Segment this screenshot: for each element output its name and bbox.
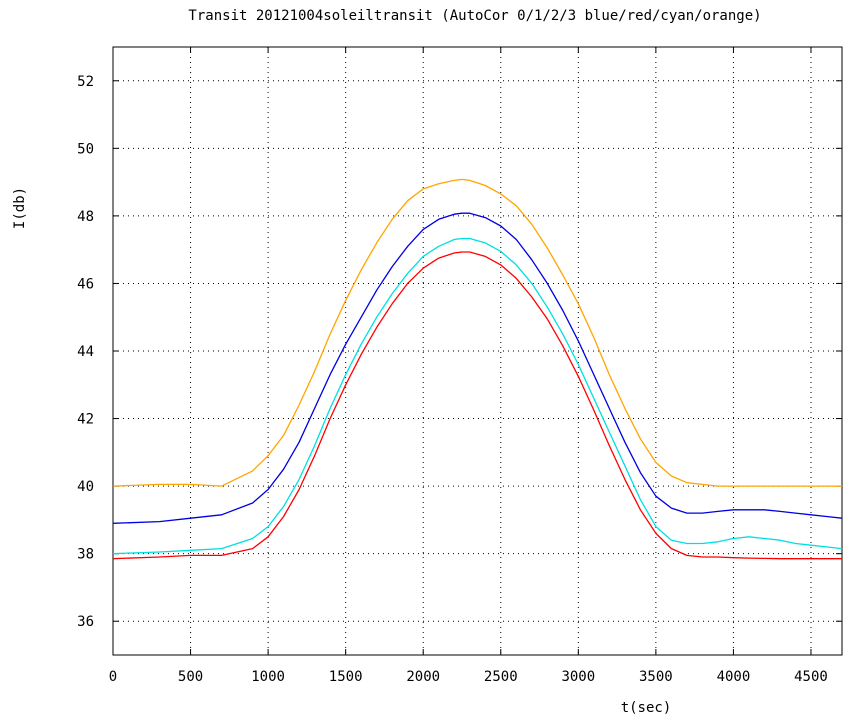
x-tick-label: 4500 [794, 669, 828, 685]
x-tick-label: 0 [109, 669, 117, 685]
chart-title: Transit 20121004soleiltransit (AutoCor 0… [188, 8, 761, 24]
x-axis-label: t(sec) [621, 700, 672, 716]
series-line-0 [112, 212, 843, 524]
grid [113, 47, 842, 655]
y-tick-label: 48 [77, 209, 94, 225]
y-tick-label: 38 [77, 547, 94, 563]
x-tick-label: 3000 [561, 669, 595, 685]
x-tick-label: 500 [178, 669, 203, 685]
y-tick-label: 42 [77, 412, 94, 428]
y-tick-label: 44 [77, 344, 94, 360]
y-tick-label: 40 [77, 479, 94, 495]
y-tick-label: 50 [77, 141, 94, 157]
y-tick-label: 46 [77, 276, 94, 292]
ticks: 0 500 1000 1500 2000 2500 3000 3500 4000 4500 36 38… [77, 47, 842, 685]
x-tick-label: 1500 [329, 669, 363, 685]
y-tick-label: 36 [77, 614, 94, 630]
x-tick-label: 2000 [406, 669, 440, 685]
x-tick-label: 2500 [484, 669, 518, 685]
series-line-2 [112, 237, 843, 555]
x-tick-label: 1000 [251, 669, 285, 685]
series-line-1 [112, 251, 842, 560]
plot-area-frame [112, 46, 843, 656]
series-group [112, 178, 843, 560]
series-line-3 [112, 178, 842, 487]
y-axis-label: I(db) [12, 187, 28, 229]
x-tick-label: 4000 [717, 669, 751, 685]
x-tick-label: 3500 [639, 669, 673, 685]
y-tick-label: 52 [77, 74, 94, 90]
